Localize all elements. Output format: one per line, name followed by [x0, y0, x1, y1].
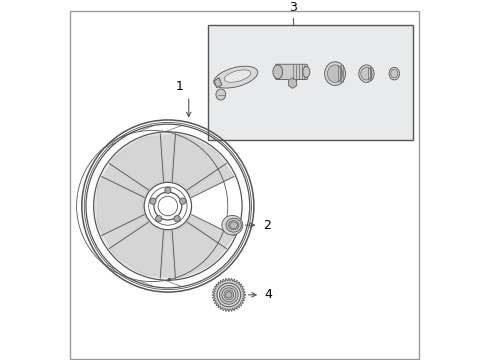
Polygon shape	[95, 176, 144, 235]
Ellipse shape	[327, 65, 342, 82]
FancyBboxPatch shape	[275, 64, 307, 80]
Polygon shape	[187, 163, 234, 197]
Text: 2: 2	[263, 219, 270, 232]
Ellipse shape	[228, 221, 239, 230]
Ellipse shape	[302, 66, 309, 77]
Polygon shape	[160, 134, 175, 181]
Ellipse shape	[224, 70, 250, 82]
Ellipse shape	[388, 67, 399, 80]
Text: 1: 1	[176, 80, 183, 93]
Text: 3: 3	[289, 1, 297, 14]
Ellipse shape	[164, 187, 171, 193]
Polygon shape	[170, 221, 226, 278]
Polygon shape	[214, 78, 222, 87]
Ellipse shape	[219, 285, 238, 304]
Ellipse shape	[324, 62, 345, 85]
Polygon shape	[98, 135, 234, 278]
Polygon shape	[102, 163, 148, 197]
Ellipse shape	[222, 288, 235, 302]
Ellipse shape	[222, 215, 242, 235]
Ellipse shape	[179, 198, 185, 204]
Ellipse shape	[272, 65, 282, 79]
Polygon shape	[102, 215, 148, 249]
Ellipse shape	[390, 69, 397, 78]
Ellipse shape	[358, 65, 373, 82]
Polygon shape	[109, 221, 165, 278]
Polygon shape	[160, 231, 175, 278]
Ellipse shape	[225, 218, 241, 232]
Ellipse shape	[360, 67, 371, 80]
Polygon shape	[170, 134, 226, 191]
Ellipse shape	[216, 89, 225, 100]
Bar	[207, 25, 413, 140]
Ellipse shape	[213, 66, 257, 88]
Ellipse shape	[174, 216, 180, 222]
Ellipse shape	[224, 290, 233, 300]
Ellipse shape	[225, 292, 231, 298]
Ellipse shape	[149, 198, 156, 204]
Ellipse shape	[155, 216, 162, 222]
Ellipse shape	[217, 283, 240, 307]
Text: 4: 4	[264, 288, 272, 301]
Polygon shape	[109, 134, 165, 191]
Polygon shape	[187, 215, 234, 249]
Polygon shape	[288, 78, 296, 88]
Polygon shape	[212, 278, 245, 311]
